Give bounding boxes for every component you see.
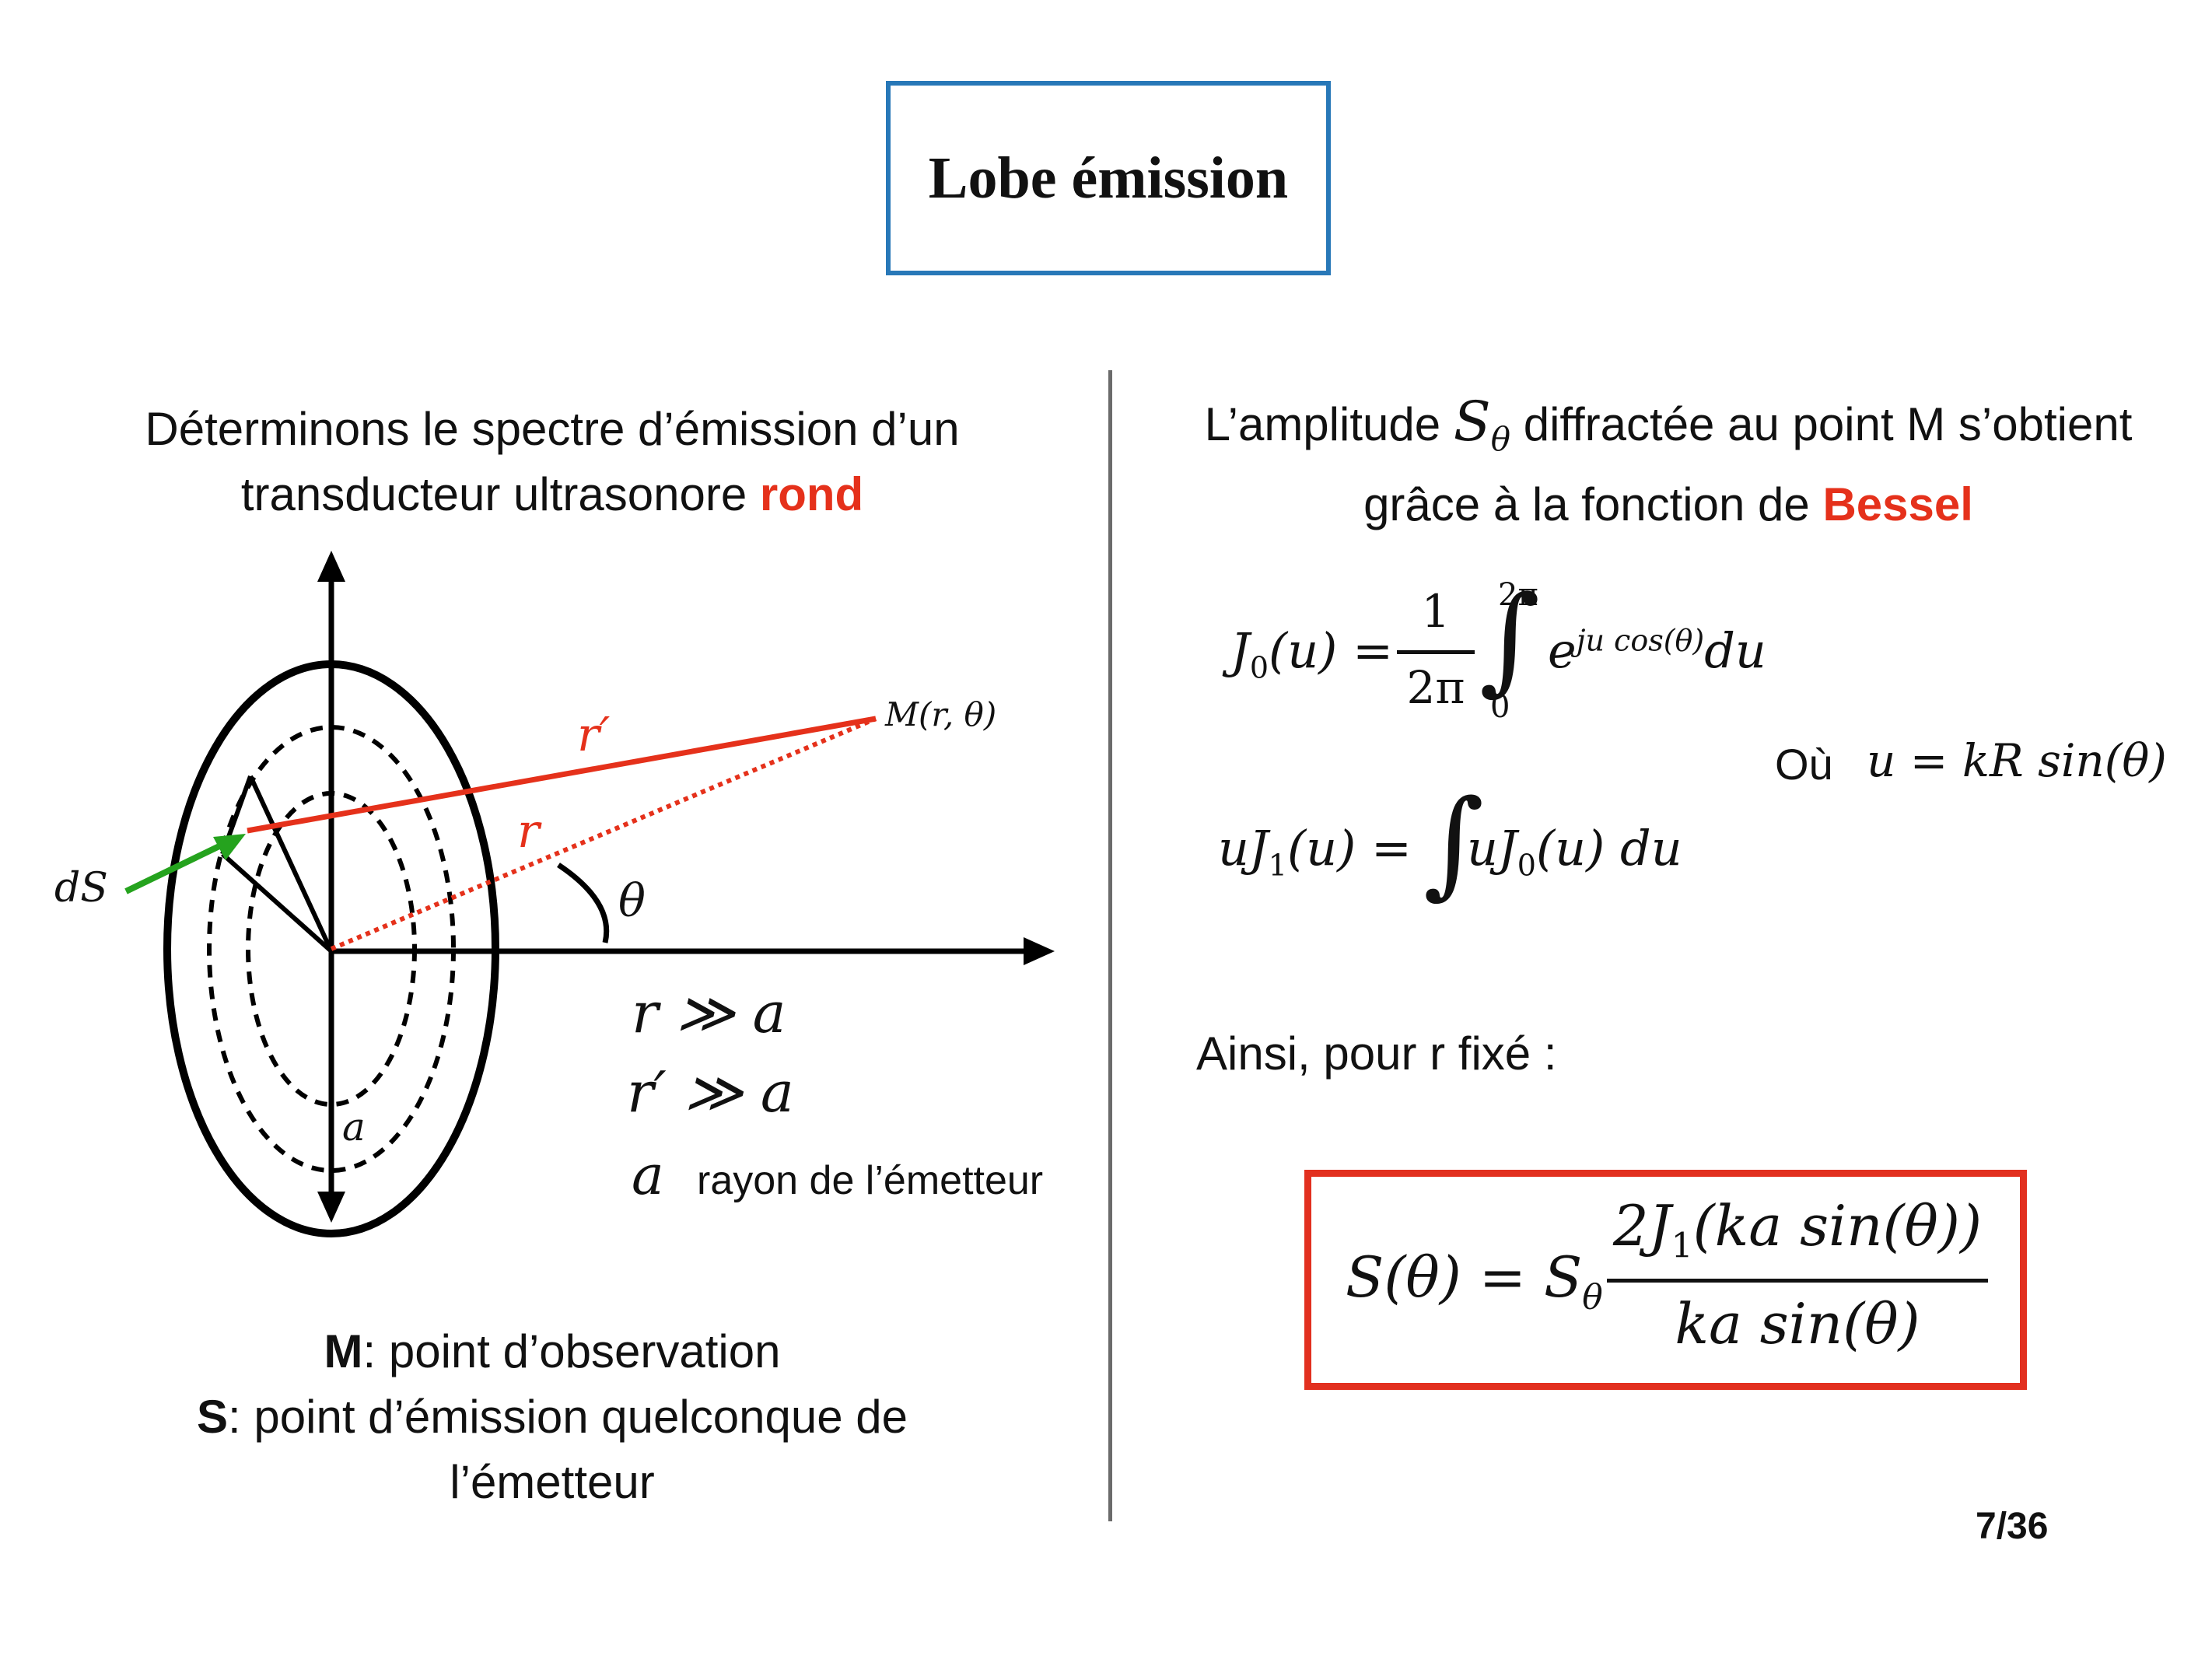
- legend-m-text: : point d’observation: [362, 1325, 781, 1377]
- result-lhs: S(θ) = Sθ: [1346, 1244, 1603, 1317]
- legend-s-text: : point d’émission quelconque de: [228, 1391, 908, 1443]
- s-theta-subscript: θ: [1490, 420, 1511, 458]
- legend-m-key: M: [324, 1325, 363, 1377]
- r-prime-line: [247, 716, 877, 834]
- title-box: Lobe émission: [886, 81, 1331, 275]
- equation-j0-lhs: J0(u) =: [1230, 622, 1393, 684]
- result-num-tail: (ka sin(θ)): [1692, 1193, 1983, 1258]
- eq1-frac-bar: [1397, 650, 1475, 654]
- result-num-2j: 2J: [1612, 1193, 1671, 1258]
- label-dS: dS: [54, 865, 108, 912]
- result-numerator: 2J1(ka sin(θ)): [1607, 1193, 1988, 1265]
- right-intro-line1: L’amplitude Sθ diffractée au point M s’o…: [1128, 389, 2209, 472]
- eq2-arg: (u) =: [1286, 820, 1412, 877]
- vertical-axis-arrow-up: [317, 551, 345, 582]
- result-s-theta: S(θ) = S: [1346, 1244, 1583, 1310]
- sector-line-1: [221, 852, 333, 954]
- result-frac-bar: [1607, 1279, 1988, 1283]
- result-num-sub: 1: [1671, 1226, 1693, 1266]
- left-intro-line2: transducteur ultrasonore rond: [47, 462, 1058, 527]
- legend: M: point d’observation S: point d’émissi…: [78, 1319, 1027, 1515]
- eq1-arg: (u) =: [1269, 622, 1394, 679]
- right-intro-line2: grâce à la fonction de Bessel: [1128, 472, 2209, 537]
- left-intro: Déterminons le spectre d’émission d’un t…: [47, 397, 1058, 527]
- eq2-uj0-sub: 0: [1517, 848, 1536, 883]
- legend-m: M: point d’observation: [78, 1319, 1027, 1384]
- eq1-frac-den: 2π: [1406, 661, 1465, 714]
- right-intro-prefix: L’amplitude: [1204, 398, 1454, 450]
- right-intro: L’amplitude Sθ diffractée au point M s’o…: [1128, 389, 2209, 537]
- eq1-lower-bound: 0: [1490, 689, 1510, 725]
- eq1-j: J: [1230, 622, 1250, 679]
- eq2-integrand: uJ0(u) du: [1467, 820, 1682, 882]
- highlight-bessel: Bessel: [1822, 478, 1973, 530]
- thus-text: Ainsi, pour r fixé :: [1196, 1027, 1557, 1080]
- right-intro-suffix: diffractée au point M s’obtient: [1510, 398, 2133, 450]
- where-label: Où: [1775, 740, 1833, 789]
- eq2-tail: (u) du: [1535, 820, 1682, 877]
- label-M: M(r, θ): [885, 695, 997, 733]
- right-intro-line2-text: grâce à la fonction de: [1363, 478, 1823, 530]
- legend-s-line2: l’émetteur: [450, 1456, 655, 1508]
- eq1-frac-num: 1: [1421, 585, 1451, 638]
- page-number: 7/36: [1976, 1506, 2049, 1547]
- ds-arrow-line: [124, 842, 224, 894]
- eq1-upper-bound: 2π: [1498, 577, 1538, 613]
- label-r: r: [517, 804, 540, 859]
- eq2-uj-sub: 1: [1268, 848, 1287, 883]
- label-a: a: [342, 1104, 366, 1150]
- eq1-du: du: [1704, 622, 1766, 679]
- result-box: [1304, 1170, 2027, 1390]
- slide-title: Lobe émission: [928, 145, 1289, 211]
- vertical-axis-arrow-down: [317, 1192, 345, 1223]
- eq2-uj: uJ: [1218, 820, 1269, 877]
- eq1-integral-sign: ∫: [1479, 572, 1541, 707]
- label-r-prime: r′: [577, 708, 611, 762]
- eq2-uj0: uJ: [1467, 820, 1517, 877]
- left-intro-line1: Déterminons le spectre d’émission d’un: [145, 403, 960, 455]
- horizontal-axis-arrow: [1024, 937, 1055, 965]
- eq1-j-sub: 0: [1249, 650, 1269, 685]
- a-symbol: a: [632, 1143, 664, 1207]
- a-description: rayon de l’émetteur: [697, 1158, 1044, 1203]
- s-theta-symbol: S: [1453, 390, 1491, 453]
- eq1-integrand: eju cos(θ)du: [1548, 622, 1766, 679]
- where-equation: u = kR sin(θ): [1867, 734, 2167, 787]
- result-s-sub: θ: [1582, 1277, 1603, 1318]
- result-denominator: ka sin(θ): [1675, 1291, 1920, 1356]
- eq2-integral-sign: ∫: [1423, 775, 1485, 911]
- theta-arc: [557, 863, 610, 943]
- equation-uj1-lhs: uJ1(u) =: [1218, 820, 1412, 882]
- legend-s-key: S: [197, 1391, 229, 1443]
- column-divider: [1108, 370, 1112, 1521]
- condition-r-prime: r′ ≫ a: [627, 1059, 794, 1125]
- eq1-e: e: [1548, 622, 1577, 679]
- left-intro-line2-text: transducteur ultrasonore: [240, 468, 760, 520]
- ds-arrow-head: [213, 834, 246, 860]
- eq1-exponent: ju cos(θ): [1576, 623, 1705, 658]
- transducer-diagram: [124, 551, 1055, 1237]
- legend-s: S: point d’émission quelconque de: [78, 1384, 1027, 1450]
- condition-r: r ≫ a: [632, 980, 786, 1045]
- sector-line-2: [248, 775, 334, 953]
- label-theta: θ: [618, 874, 646, 927]
- highlight-rond: rond: [759, 468, 864, 520]
